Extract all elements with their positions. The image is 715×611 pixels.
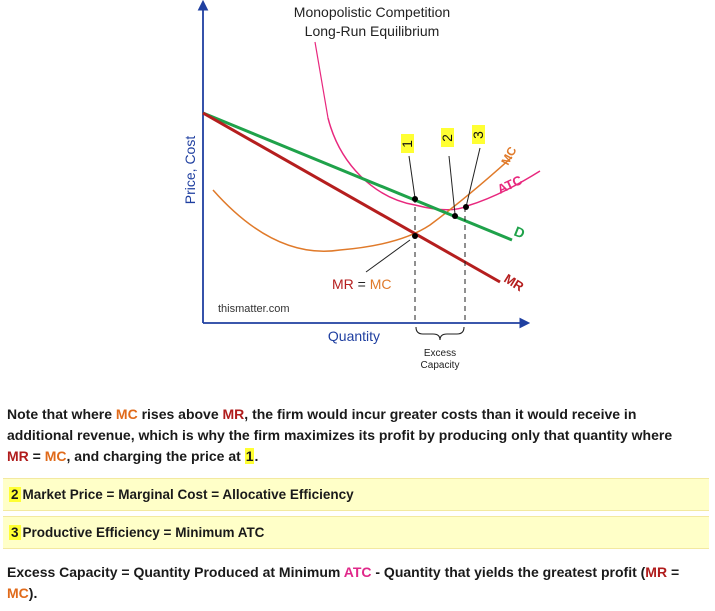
pointer-2	[448, 155, 456, 215]
marker-3: 3	[470, 131, 486, 139]
excess-capacity-label-2: Capacity	[421, 360, 460, 371]
mc-curve-label: MC	[498, 144, 519, 167]
note-text-3: , the firm would incur greater costs tha…	[7, 406, 673, 443]
note-mr-2: MR	[7, 448, 29, 464]
excess-eq: =	[667, 564, 680, 580]
demand-curve	[202, 111, 513, 242]
y-axis-label: Price, Cost	[182, 136, 198, 205]
title-pointer	[314, 41, 329, 119]
pointer-3	[465, 147, 481, 208]
diagram-title-line2: Long-Run Equilibrium	[305, 23, 440, 39]
d-curve-label: D	[512, 223, 527, 242]
excess-mc: MC	[7, 585, 29, 601]
note-end: .	[254, 448, 259, 464]
excess-capacity-brace	[415, 326, 465, 341]
explanation-note: Note that where MC rises above MR, the f…	[7, 404, 697, 467]
marker-2: 2	[439, 134, 455, 142]
box-3-text: Productive Efficiency = Minimum ATC	[22, 525, 265, 540]
note-point-1: 1	[244, 448, 255, 464]
marker-1-bg	[401, 134, 414, 153]
point-price-1	[412, 196, 418, 202]
excess-capacity-label-1: Excess	[424, 348, 456, 359]
excess-text-3: ).	[28, 585, 38, 601]
note-mc-1: MC	[115, 406, 138, 422]
mr-eq-mc-pointer	[365, 239, 411, 273]
allocative-efficiency-box: 2 Market Price = Marginal Cost = Allocati…	[3, 478, 709, 511]
excess-text-1: Excess Capacity = Quantity Produced at M…	[7, 564, 344, 580]
excess-text-2: - Quantity that yields the greatest prof…	[371, 564, 646, 580]
marker-3-bg	[472, 125, 485, 144]
excess-mr: MR	[645, 564, 668, 580]
mr-curve-label: MR	[501, 271, 527, 295]
note-text-1: Note that where	[7, 406, 116, 422]
mr-eq-mc-mr: MR	[332, 276, 354, 292]
box-2-text: Market Price = Marginal Cost = Allocativ…	[22, 487, 354, 502]
marker-2-bg	[441, 128, 454, 147]
box-2-number: 2	[9, 487, 21, 502]
point-2	[452, 213, 458, 219]
pointer-1	[408, 155, 416, 199]
note-mr-1: MR	[222, 406, 245, 422]
mr-eq-mc-eq: =	[354, 276, 370, 292]
note-text-2: rises above	[137, 406, 223, 422]
excess-atc: ATC	[343, 564, 372, 580]
point-mr-eq-mc	[412, 233, 418, 239]
x-axis-label: Quantity	[328, 328, 380, 344]
mr-eq-mc-mc: MC	[370, 276, 392, 292]
note-mc-2: MC	[44, 448, 67, 464]
mr-curve	[202, 111, 501, 284]
note-text-4: , and charging the price at	[66, 448, 245, 464]
mr-eq-mc-label: MR = MC	[332, 276, 392, 292]
productive-efficiency-box: 3 Productive Efficiency = Minimum ATC	[3, 516, 709, 549]
monopolistic-competition-diagram: Monopolistic Competition Long-Run Equili…	[182, 0, 541, 371]
diagram-title-line1: Monopolistic Competition	[294, 4, 450, 20]
box-3-number: 3	[9, 525, 21, 540]
excess-capacity-definition: Excess Capacity = Quantity Produced at M…	[7, 562, 697, 604]
watermark: thismatter.com	[218, 303, 290, 315]
marker-1: 1	[399, 140, 415, 148]
point-3	[463, 204, 469, 210]
atc-curve-label: ATC	[495, 172, 525, 197]
note-eq: =	[28, 448, 45, 464]
